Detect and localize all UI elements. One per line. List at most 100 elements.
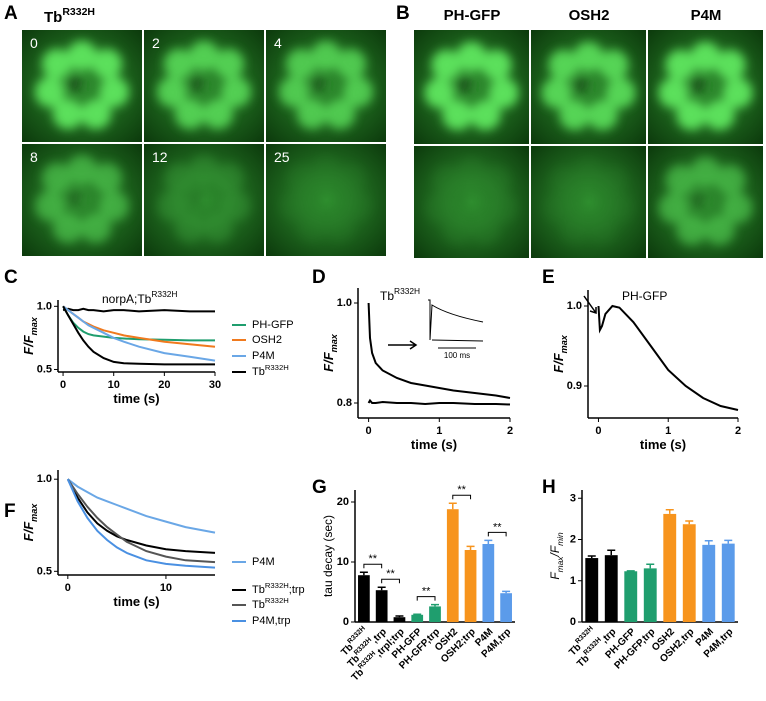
y-tick-label: 0.5: [37, 363, 52, 375]
y-tick-label: 1.0: [567, 300, 582, 312]
x-tick-label: 0: [60, 379, 66, 391]
x-axis-label: time (s): [113, 594, 159, 609]
error-bar: [431, 605, 439, 607]
cell: [92, 49, 122, 79]
inset-trace: [432, 340, 483, 341]
y-tick-label: 0.8: [337, 397, 352, 409]
cell: [297, 99, 327, 129]
y-tick-label: 10: [337, 556, 349, 568]
line-series: [68, 479, 215, 532]
significance-label: **: [493, 521, 502, 533]
y-axis-label: F/Fmax: [551, 334, 569, 373]
y-tick-label: 20: [337, 496, 349, 508]
cell: [336, 49, 366, 79]
cell: [203, 213, 233, 243]
x-tick-label: 2: [507, 425, 513, 437]
cell: [599, 50, 629, 80]
cell: [175, 213, 205, 243]
panel-title: TbR332H: [44, 6, 95, 26]
bar: [429, 606, 441, 622]
cell: [588, 215, 618, 245]
arrow: [584, 296, 596, 313]
legend-label: TbR332H: [252, 596, 289, 611]
error-bar: [646, 564, 654, 568]
frame-label: 4: [274, 35, 282, 51]
y-tick-label: 1.0: [337, 297, 352, 309]
cell: [572, 191, 590, 209]
cell: [677, 100, 707, 130]
cell: [214, 49, 244, 79]
x-axis-label: time (s): [640, 437, 686, 452]
cell: [689, 76, 707, 94]
cell: [482, 50, 512, 80]
x-tick-label: 10: [160, 582, 172, 594]
y-tick-label: 1.0: [37, 473, 52, 485]
cell: [471, 215, 501, 245]
y-tick-label: 1.0: [37, 300, 52, 312]
frame-label: 8: [30, 149, 38, 165]
error-bar: [449, 503, 457, 509]
cell: [572, 76, 590, 94]
panel-label: E: [542, 267, 555, 288]
annotation: PH-GFP: [622, 289, 667, 303]
bar: [465, 550, 477, 622]
cell: [187, 75, 205, 93]
legend-label: PH-GFP: [252, 319, 294, 331]
scale-bar-label: 100 ms: [444, 351, 470, 360]
line-series: [63, 306, 215, 364]
panel-label: B: [396, 3, 410, 24]
error-bar: [588, 556, 596, 558]
annotation: TbR332H: [380, 286, 420, 303]
panel-label: F: [4, 501, 16, 522]
error-bar: [724, 540, 732, 543]
x-tick-label: 20: [158, 379, 170, 391]
cell: [53, 99, 83, 129]
cell: [297, 213, 327, 243]
column-header: PH-GFP: [444, 7, 501, 24]
error-bar: [502, 591, 510, 593]
error-bar: [685, 521, 693, 524]
significance-label: **: [386, 568, 395, 580]
y-tick-label: 2: [570, 533, 576, 545]
cell: [716, 50, 746, 80]
cell: [560, 215, 590, 245]
frame-label: 25: [274, 149, 290, 165]
bar: [663, 514, 676, 622]
line-series: [68, 479, 215, 553]
cell: [81, 99, 111, 129]
cell: [81, 213, 111, 243]
y-axis-label: F/Fmax: [321, 333, 339, 372]
bar: [500, 593, 512, 622]
bar: [585, 558, 598, 622]
cell: [471, 100, 501, 130]
x-tick-label: 1: [436, 425, 442, 437]
bar: [358, 575, 370, 622]
cell: [588, 100, 618, 130]
frame-label: 2: [152, 35, 160, 51]
error-bar: [360, 572, 368, 575]
cell: [443, 100, 473, 130]
panel-label: G: [312, 477, 327, 498]
bar: [482, 544, 494, 622]
significance-label: **: [422, 586, 431, 598]
cell: [214, 163, 244, 193]
legend-label: P4M: [252, 350, 275, 362]
cell: [336, 163, 366, 193]
legend-label: TbR332H: [252, 363, 289, 378]
bar: [624, 571, 637, 622]
x-tick-label: 30: [209, 379, 221, 391]
line-series: [599, 306, 739, 410]
x-axis-label: time (s): [113, 391, 159, 406]
x-tick-label: 1: [665, 425, 671, 437]
panel-label: D: [312, 267, 326, 288]
panel-label: A: [4, 3, 18, 24]
legend-label: P4M: [252, 556, 275, 568]
y-axis-label: tau decay (sec): [321, 515, 335, 597]
inset-trace: [428, 300, 483, 340]
column-header: OSH2: [569, 7, 610, 24]
panel-label: H: [542, 477, 556, 498]
bar: [411, 615, 423, 622]
cell: [455, 191, 473, 209]
significance-label: **: [457, 484, 466, 496]
